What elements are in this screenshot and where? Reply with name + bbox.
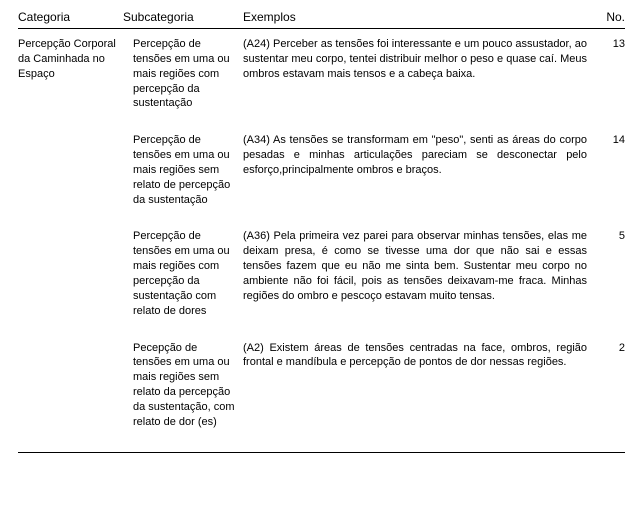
cell-no: 5 xyxy=(595,229,625,244)
cell-no: 13 xyxy=(595,37,625,52)
header-exemplos: Exemplos xyxy=(243,10,595,24)
header-no: No. xyxy=(595,10,625,24)
header-categoria: Categoria xyxy=(18,10,123,24)
cell-exemplo: (A2) Existem áreas de tensões centradas … xyxy=(243,341,595,371)
table-row: Percepção de tensões em uma ou mais regi… xyxy=(18,133,625,207)
cell-exemplo: (A24) Perceber as tensões foi interessan… xyxy=(243,37,595,82)
table-row: Pecepção de tensões em uma ou mais regiõ… xyxy=(18,341,625,430)
header-subcategoria: Subcategoria xyxy=(123,10,243,24)
category-table: Categoria Subcategoria Exemplos No. Perc… xyxy=(18,10,625,453)
cell-no: 14 xyxy=(595,133,625,148)
cell-exemplo: (A36) Pela primeira vez parei para obser… xyxy=(243,229,595,303)
table-row: Percepção Corporal da Caminhada no Espaç… xyxy=(18,37,625,111)
cell-exemplo: (A34) As tensões se transformam em "peso… xyxy=(243,133,595,178)
cell-subcategoria: Percepção de tensões em uma ou mais regi… xyxy=(123,229,243,318)
table-bottom-rule xyxy=(18,452,625,453)
cell-subcategoria: Percepção de tensões em uma ou mais regi… xyxy=(123,37,243,111)
cell-categoria: Percepção Corporal da Caminhada no Espaç… xyxy=(18,37,123,82)
table-row: Percepção de tensões em uma ou mais regi… xyxy=(18,229,625,318)
cell-no: 2 xyxy=(595,341,625,356)
table-header-row: Categoria Subcategoria Exemplos No. xyxy=(18,10,625,29)
cell-subcategoria: Percepção de tensões em uma ou mais regi… xyxy=(123,133,243,207)
cell-subcategoria: Pecepção de tensões em uma ou mais regiõ… xyxy=(123,341,243,430)
